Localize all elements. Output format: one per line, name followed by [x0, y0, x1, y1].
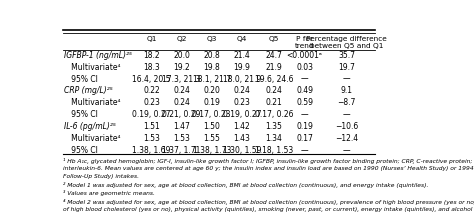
Text: —: —	[301, 110, 309, 119]
Text: 1.53: 1.53	[143, 134, 160, 143]
Text: Q3: Q3	[207, 36, 217, 42]
Text: −12.4: −12.4	[335, 134, 358, 143]
Text: 0.03: 0.03	[296, 63, 313, 72]
Text: —: —	[301, 146, 309, 155]
Text: 0.23: 0.23	[233, 98, 250, 107]
Text: 0.19: 0.19	[203, 98, 220, 107]
Text: 18.1, 21.7: 18.1, 21.7	[192, 74, 231, 84]
Text: 1.18, 1.53: 1.18, 1.53	[255, 146, 293, 155]
Text: 0.24: 0.24	[265, 86, 283, 95]
Text: 18.0, 21.9: 18.0, 21.9	[223, 74, 261, 84]
Text: —: —	[343, 74, 350, 84]
Text: 0.22: 0.22	[143, 86, 160, 95]
Text: 20.8: 20.8	[203, 51, 220, 60]
Text: Multivariate⁴: Multivariate⁴	[64, 134, 120, 143]
Text: 0.24: 0.24	[173, 98, 190, 107]
Text: IGFBP-1 (ng/mL)²⁵: IGFBP-1 (ng/mL)²⁵	[64, 51, 132, 60]
Text: —: —	[343, 146, 350, 155]
Text: 0.21: 0.21	[265, 98, 283, 107]
Text: 1.35: 1.35	[265, 122, 283, 131]
Text: 9.1: 9.1	[341, 86, 353, 95]
Text: 19.9: 19.9	[233, 63, 250, 72]
Text: 95% CI: 95% CI	[64, 74, 98, 84]
Text: ³ Values are geometric means.: ³ Values are geometric means.	[63, 190, 155, 196]
Text: 21.4: 21.4	[234, 51, 250, 60]
Text: 0.24: 0.24	[173, 86, 190, 95]
Text: 20.0: 20.0	[173, 51, 190, 60]
Text: 19.8: 19.8	[203, 63, 220, 72]
Text: 1.30, 1.59: 1.30, 1.59	[223, 146, 261, 155]
Text: 19.6, 24.6: 19.6, 24.6	[255, 74, 293, 84]
Text: 95% CI: 95% CI	[64, 110, 98, 119]
Text: IL-6 (pg/mL)²⁵: IL-6 (pg/mL)²⁵	[64, 122, 116, 131]
Text: 0.21, 0.29: 0.21, 0.29	[163, 110, 201, 119]
Text: 1.50: 1.50	[203, 122, 220, 131]
Text: ¹ Hb A₁c, glycated hemoglobin; IGF-I, insulin-like growth factor I; IGFBP, insul: ¹ Hb A₁c, glycated hemoglobin; IGF-I, in…	[63, 158, 474, 163]
Text: 0.17: 0.17	[296, 134, 313, 143]
Text: <0.0001ᵃ: <0.0001ᵃ	[287, 51, 323, 60]
Text: 1.55: 1.55	[203, 134, 220, 143]
Text: 0.24: 0.24	[233, 86, 250, 95]
Text: 0.19, 0.27: 0.19, 0.27	[223, 110, 261, 119]
Text: 1.43: 1.43	[233, 134, 250, 143]
Text: Q2: Q2	[176, 36, 187, 42]
Text: 1.38, 1.69: 1.38, 1.69	[132, 146, 171, 155]
Text: 0.49: 0.49	[296, 86, 313, 95]
Text: 95% CI: 95% CI	[64, 146, 98, 155]
Text: 0.19: 0.19	[296, 122, 313, 131]
Text: 0.17, 0.23: 0.17, 0.23	[192, 110, 231, 119]
Text: —: —	[301, 74, 309, 84]
Text: 18.3: 18.3	[143, 63, 160, 72]
Text: −10.6: −10.6	[335, 122, 358, 131]
Text: ² Model 1 was adjusted for sex, age at blood collection, BMI at blood collection: ² Model 1 was adjusted for sex, age at b…	[63, 182, 428, 188]
Text: —: —	[343, 110, 350, 119]
Text: ⁴ Model 2 was adjusted for sex, age at blood collection, BMI at blood collection: ⁴ Model 2 was adjusted for sex, age at b…	[63, 199, 474, 205]
Text: 0.23: 0.23	[143, 98, 160, 107]
Text: 1.53: 1.53	[173, 134, 190, 143]
Text: 21.9: 21.9	[265, 63, 283, 72]
Text: Q5: Q5	[269, 36, 279, 42]
Text: 24.7: 24.7	[265, 51, 283, 60]
Text: 1.47: 1.47	[173, 122, 190, 131]
Text: Q1: Q1	[146, 36, 157, 42]
Text: Follow-Up Study) intakes.: Follow-Up Study) intakes.	[63, 174, 139, 179]
Text: interleukin-6. Mean values are centered at age 60 y; the insulin index and insul: interleukin-6. Mean values are centered …	[63, 166, 474, 171]
Text: 16.4, 20.5: 16.4, 20.5	[132, 74, 171, 84]
Text: 1.37, 1.71: 1.37, 1.71	[163, 146, 201, 155]
Text: 1.34: 1.34	[265, 134, 283, 143]
Text: 1.38, 1.73: 1.38, 1.73	[192, 146, 231, 155]
Text: CRP (mg/L)²⁵: CRP (mg/L)²⁵	[64, 86, 113, 95]
Text: −8.7: −8.7	[337, 98, 356, 107]
Text: 18.2: 18.2	[143, 51, 160, 60]
Text: of high blood cholesterol (yes or no), physical activity (quintiles), smoking (n: of high blood cholesterol (yes or no), p…	[63, 207, 474, 212]
Text: P for
trend: P for trend	[295, 36, 314, 49]
Text: 0.19, 0.27: 0.19, 0.27	[132, 110, 171, 119]
Text: 0.59: 0.59	[296, 98, 313, 107]
Text: Percentage difference
between Q5 and Q1: Percentage difference between Q5 and Q1	[306, 36, 387, 49]
Text: 1.51: 1.51	[143, 122, 160, 131]
Text: Q4: Q4	[237, 36, 247, 42]
Text: 35.7: 35.7	[338, 51, 355, 60]
Text: 17.3, 21.3: 17.3, 21.3	[163, 74, 201, 84]
Text: 19.7: 19.7	[338, 63, 355, 72]
Text: Multivariate⁴: Multivariate⁴	[64, 63, 120, 72]
Text: 0.20: 0.20	[203, 86, 220, 95]
Text: 19.2: 19.2	[173, 63, 190, 72]
Text: 1.42: 1.42	[234, 122, 250, 131]
Text: Multivariate⁴: Multivariate⁴	[64, 98, 120, 107]
Text: 0.17, 0.26: 0.17, 0.26	[255, 110, 293, 119]
